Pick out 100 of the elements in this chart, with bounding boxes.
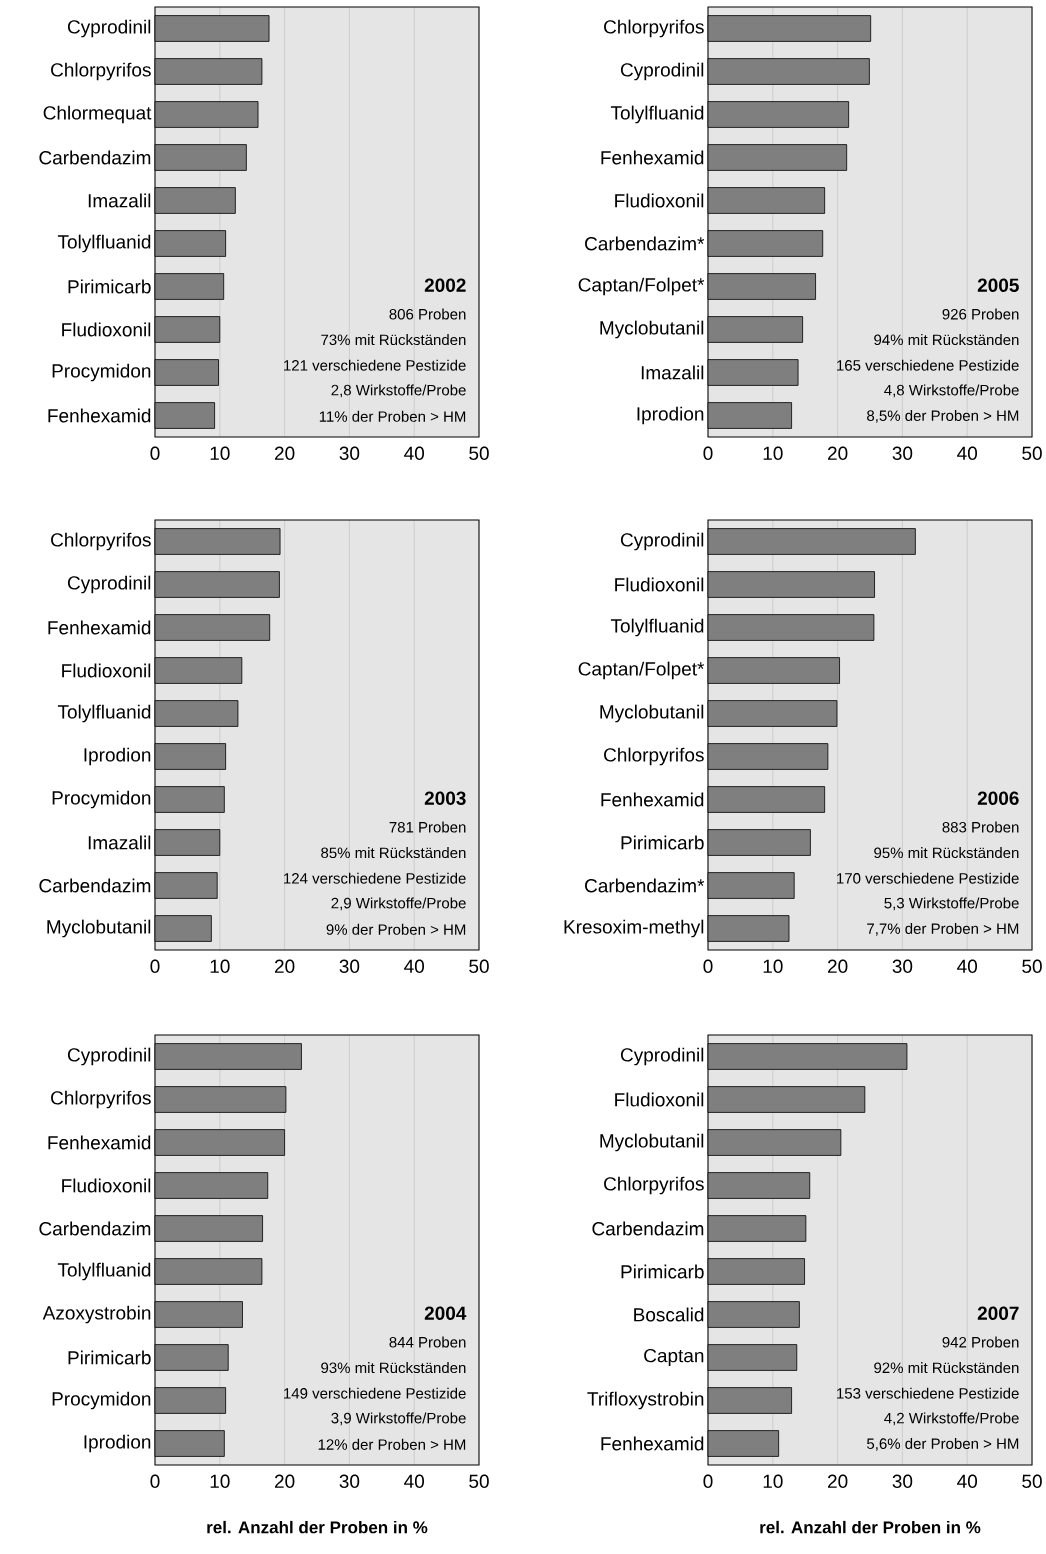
y-tick-label: Imazalil (88, 835, 151, 850)
annotation: 9% der Proben > HM (326, 923, 466, 935)
text: 2002 (424, 278, 466, 292)
x-tick-label: 0 (150, 959, 160, 973)
x-tick-label: 10 (210, 446, 230, 460)
y-tick-label: Cyprodinil (620, 532, 704, 551)
annotation: 844 Proben (389, 1336, 466, 1348)
y-tick-label: Myclobutanil (47, 919, 151, 938)
x-tick-label: 30 (892, 1474, 913, 1489)
y-tick-label: Procymidon (52, 1391, 151, 1410)
annotation: 2,8 Wirkstoffe/Probe (331, 384, 466, 398)
y-tick-label: Tolylfluanid (57, 234, 151, 253)
y-tick-label: Cyprodinil (620, 1047, 704, 1066)
y-tick-label: Captan (644, 1348, 704, 1367)
annotation: 781 Proben (389, 821, 466, 833)
annotation: 121 verschiedene Pestizide (284, 359, 466, 371)
y-tick-label: Carbendazim (39, 1221, 151, 1236)
y-tick-label: Trifloxystrobin (587, 1391, 704, 1410)
y-tick-label: Cyprodinil (620, 62, 704, 81)
text: 2007 (977, 1306, 1019, 1320)
y-tick-label: Fenhexamid (48, 1135, 151, 1150)
x-tick-label: 50 (1022, 959, 1042, 973)
annotation: 93% mit Rückständen (321, 1362, 466, 1374)
y-tick-label: Fenhexamid (48, 620, 151, 635)
annotation: 4,2 Wirkstoffe/Probe (884, 1412, 1019, 1426)
y-tick-label: Pirimicarb (621, 1264, 704, 1279)
x-tick-label: 30 (339, 1474, 360, 1489)
annotation: 883 Proben (942, 821, 1019, 833)
y-tick-label: Tolylfluanid (610, 618, 704, 637)
annotation: 92% mit Rückständen (874, 1362, 1019, 1374)
y-tick-label: Fludioxonil (615, 577, 704, 592)
x-tick-label: 20 (828, 446, 848, 460)
y-tick-label: Imazalil (88, 193, 151, 208)
x-tick-label: 20 (828, 959, 848, 973)
y-tick-label: Carbendazim* (585, 236, 705, 251)
annotation: 7,7% der Proben > HM (867, 922, 1019, 936)
y-tick-label: Cyprodinil (67, 1047, 151, 1066)
x-tick-label: 10 (763, 446, 783, 460)
x-axis-title: rel. Anzahl der Proben in % (207, 1520, 428, 1534)
y-tick-label: Kresoxim-methyl (564, 919, 704, 938)
x-tick-label: 40 (957, 446, 978, 460)
y-tick-label: Chlormequat (43, 105, 152, 124)
annotation: 942 Proben (942, 1336, 1019, 1348)
y-tick-label: Carbendazim (39, 150, 151, 165)
annotation: 4,8 Wirkstoffe/Probe (884, 384, 1019, 398)
x-tick-label: 40 (404, 1474, 425, 1489)
y-tick-label: Fenhexamid (601, 792, 704, 807)
x-tick-label: 30 (892, 959, 913, 973)
x-tick-label: 20 (828, 1474, 848, 1489)
y-tick-label: Fenhexamid (601, 150, 704, 165)
y-tick-label: Pirimicarb (621, 835, 704, 850)
x-tick-label: 40 (957, 959, 978, 973)
x-tick-label: 30 (892, 446, 913, 460)
y-tick-label: Fludioxonil (62, 322, 151, 337)
annotation: 153 verschiedene Pestizide (837, 1387, 1019, 1399)
annotation: 12% der Proben > HM (318, 1438, 466, 1450)
y-tick-label: Chlorpyrifos (604, 19, 704, 38)
y-tick-label: Tolylfluanid (57, 1262, 151, 1281)
y-tick-label: Myclobutanil (600, 704, 704, 723)
x-tick-label: 30 (339, 446, 360, 460)
y-tick-label: Chlorpyrifos (604, 1176, 704, 1195)
annotation: 95% mit Rückständen (874, 847, 1019, 859)
y-tick-label: Carbendazim (39, 878, 151, 893)
x-tick-label: 10 (763, 1474, 783, 1489)
y-tick-label: Myclobutanil (600, 320, 704, 339)
x-tick-label: 20 (274, 959, 295, 973)
x-axis-title: rel. Anzahl der Proben in % (760, 1520, 981, 1534)
x-tick-label: 0 (703, 959, 713, 973)
x-tick-label: 50 (469, 1474, 489, 1489)
y-tick-label: Procymidon (52, 363, 151, 382)
x-tick-label: 50 (1022, 1474, 1042, 1489)
y-tick-label: Carbendazim (592, 1221, 704, 1236)
x-tick-label: 0 (150, 1474, 160, 1489)
x-tick-label: 40 (404, 446, 425, 460)
x-tick-label: 0 (703, 446, 713, 460)
annotation: 806 Proben (389, 308, 466, 320)
x-tick-label: 40 (957, 1474, 978, 1489)
y-tick-label: Procymidon (52, 790, 151, 809)
text: 2005 (977, 278, 1019, 292)
y-tick-label: Fenhexamid (601, 1436, 704, 1451)
text: 2003 (424, 791, 466, 805)
y-tick-label: Cyprodinil (67, 575, 151, 594)
annotation: 5,6% der Proben > HM (867, 1437, 1019, 1451)
y-tick-label: Captan/Folpet* (578, 661, 705, 680)
y-tick-label: Tolylfluanid (610, 105, 704, 124)
y-tick-label: Iprodion (637, 406, 704, 425)
y-tick-label: Fludioxonil (615, 1092, 704, 1107)
y-tick-label: Fludioxonil (62, 1178, 151, 1193)
annotation: 11% der Proben > HM (319, 410, 466, 422)
y-tick-label: Captan/Folpet* (578, 277, 705, 296)
y-tick-label: Pirimicarb (68, 1350, 151, 1365)
x-tick-label: 0 (150, 446, 160, 460)
x-tick-label: 50 (1022, 446, 1042, 460)
y-tick-label: Chlorpyrifos (51, 62, 151, 81)
annotation: 5,3 Wirkstoffe/Probe (884, 897, 1019, 911)
y-tick-label: Chlorpyrifos (604, 747, 704, 766)
x-tick-label: 50 (469, 446, 489, 460)
y-tick-label: Chlorpyrifos (51, 1090, 151, 1109)
y-tick-label: Imazalil (641, 365, 704, 380)
annotation: 149 verschiedene Pestizide (284, 1387, 466, 1399)
